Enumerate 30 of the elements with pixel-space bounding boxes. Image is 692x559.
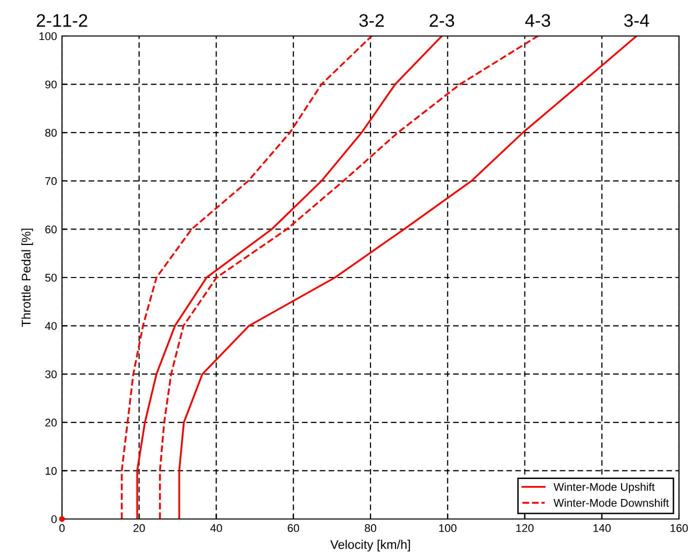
- y-tick-label: 10: [46, 466, 57, 475]
- y-tick-label: 50: [45, 274, 57, 282]
- y-tick-label: 0: [51, 515, 57, 524]
- y-tick-label: 30: [45, 370, 57, 378]
- y-tick-label: 40: [45, 322, 57, 330]
- x-tick-label: 140: [593, 524, 611, 532]
- x-tick-label: 60: [288, 524, 300, 532]
- text: 1-2: [63, 14, 88, 27]
- y-tick-label: 20: [45, 418, 57, 427]
- x-axis-title: Velocity [km/h]: [330, 540, 410, 552]
- annotation: 3-4: [624, 14, 650, 27]
- x-tick-label: 120: [516, 524, 534, 532]
- y-tick-label: 90: [45, 80, 57, 88]
- y-tick-label: 80: [45, 128, 57, 137]
- x-tick-label: 100: [439, 524, 456, 532]
- y-tick-label: 100: [39, 32, 57, 40]
- legend-label: Winter-Mode Downshift: [554, 498, 669, 507]
- annotation: 3-2: [359, 14, 384, 27]
- y-tick-label: 70: [45, 177, 57, 186]
- annotation: 2-3: [430, 14, 454, 27]
- y-axis-title: Throttle Pedal [%]: [21, 228, 34, 327]
- x-tick-label: 40: [210, 524, 222, 532]
- annotation: 4-3: [525, 14, 550, 27]
- x-tick-label: 0: [59, 524, 65, 532]
- legend-label: Winter-Mode Upshift: [554, 482, 655, 494]
- x-tick-label: 160: [670, 524, 688, 532]
- text: 2-1: [36, 14, 62, 27]
- x-tick-label: 80: [364, 524, 376, 532]
- x-tick-label: 20: [134, 524, 145, 532]
- y-tick-label: 60: [45, 225, 57, 234]
